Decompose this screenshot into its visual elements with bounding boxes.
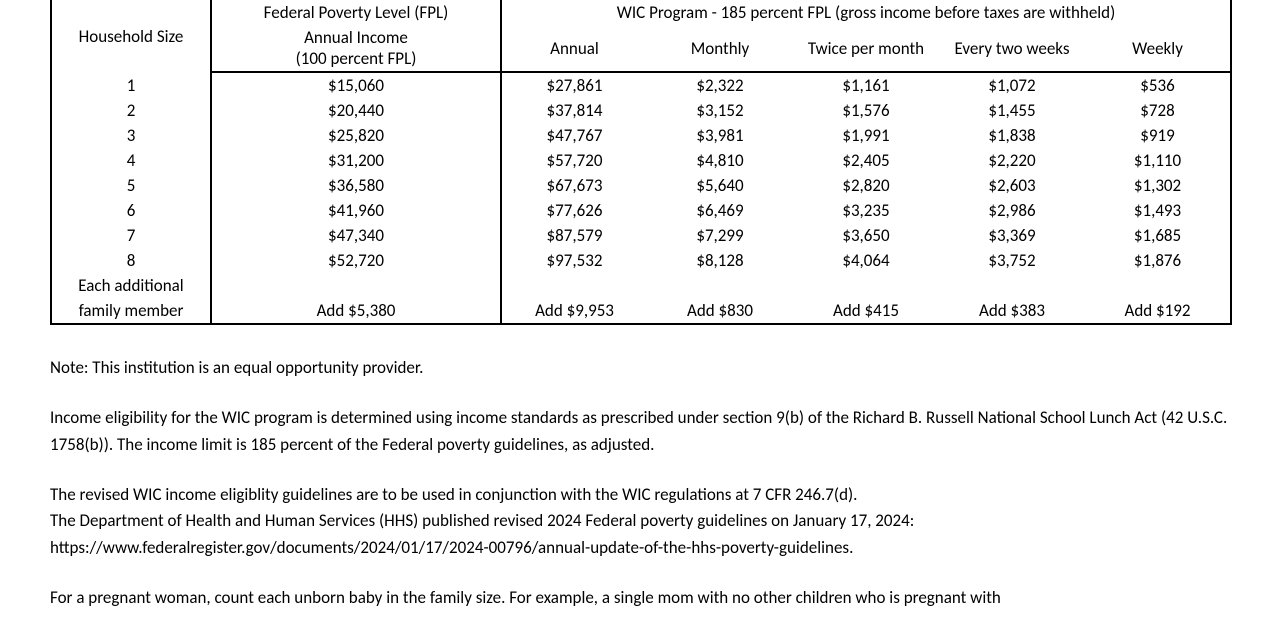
cell-additional-weekly: Add $192 — [1085, 298, 1231, 324]
table-row: 5$36,580$67,673$5,640$2,820$2,603$1,302 — [51, 173, 1231, 198]
cell-wic-weekly: $1,876 — [1085, 248, 1231, 273]
cell-additional-label2: family member — [51, 298, 211, 324]
note-3c: https://www.federalregister.gov/document… — [50, 535, 1230, 561]
col-header-wic-twice: Twice per month — [793, 25, 939, 72]
cell-fpl: $41,960 — [211, 198, 501, 223]
cell-household: 5 — [51, 173, 211, 198]
cell-wic-monthly: $5,640 — [647, 173, 793, 198]
cell-wic-annual: $67,673 — [501, 173, 647, 198]
cell-wic-monthly: $8,128 — [647, 248, 793, 273]
cell-household: 3 — [51, 123, 211, 148]
cell-fpl: $25,820 — [211, 123, 501, 148]
cell-empty — [647, 273, 793, 298]
cell-household: 7 — [51, 223, 211, 248]
cell-fpl: $20,440 — [211, 98, 501, 123]
cell-household: 1 — [51, 72, 211, 98]
cell-wic-annual: $97,532 — [501, 248, 647, 273]
cell-household: 2 — [51, 98, 211, 123]
cell-additional-twice: Add $415 — [793, 298, 939, 324]
col-header-fpl-sub: Annual Income (100 percent FPL) — [211, 25, 501, 72]
cell-wic-annual: $47,767 — [501, 123, 647, 148]
cell-wic-monthly: $4,810 — [647, 148, 793, 173]
fpl-sub1: Annual Income — [218, 27, 494, 48]
cell-wic-annual: $87,579 — [501, 223, 647, 248]
cell-household: 8 — [51, 248, 211, 273]
cell-additional-annual: Add $9,953 — [501, 298, 647, 324]
cell-household: 6 — [51, 198, 211, 223]
fpl-sub2: (100 percent FPL) — [218, 48, 494, 69]
col-header-wic-monthly: Monthly — [647, 25, 793, 72]
cell-additional-label1: Each additional — [51, 273, 211, 298]
cell-wic-annual: $27,861 — [501, 72, 647, 98]
cell-empty — [793, 273, 939, 298]
cell-empty — [939, 273, 1085, 298]
cell-wic-weekly: $536 — [1085, 72, 1231, 98]
cell-fpl: $31,200 — [211, 148, 501, 173]
cell-fpl: $47,340 — [211, 223, 501, 248]
notes-section: Note: This institution is an equal oppor… — [50, 355, 1230, 611]
cell-wic-twice: $1,576 — [793, 98, 939, 123]
note-4: For a pregnant woman, count each unborn … — [50, 585, 1230, 611]
income-table: Household Size Federal Poverty Level (FP… — [50, 0, 1232, 325]
note-2: Income eligibility for the WIC program i… — [50, 405, 1230, 458]
cell-additional-fpl: Add $5,380 — [211, 298, 501, 324]
cell-wic-twice: $2,820 — [793, 173, 939, 198]
cell-empty — [501, 273, 647, 298]
table-row: 4$31,200$57,720$4,810$2,405$2,220$1,110 — [51, 148, 1231, 173]
cell-wic-twice: $1,161 — [793, 72, 939, 98]
cell-wic-biweekly: $2,603 — [939, 173, 1085, 198]
cell-wic-biweekly: $2,986 — [939, 198, 1085, 223]
table-row: 3$25,820$47,767$3,981$1,991$1,838$919 — [51, 123, 1231, 148]
table-row-additional-top: Each additional — [51, 273, 1231, 298]
col-header-wic-title: WIC Program - 185 percent FPL (gross inc… — [501, 0, 1231, 25]
cell-wic-twice: $3,650 — [793, 223, 939, 248]
cell-wic-weekly: $728 — [1085, 98, 1231, 123]
cell-additional-biweekly: Add $383 — [939, 298, 1085, 324]
table-row: 1$15,060$27,861$2,322$1,161$1,072$536 — [51, 72, 1231, 98]
cell-wic-annual: $77,626 — [501, 198, 647, 223]
cell-wic-weekly: $1,110 — [1085, 148, 1231, 173]
cell-empty — [1085, 273, 1231, 298]
note-3a: The revised WIC income eligiblity guidel… — [50, 482, 1230, 508]
cell-wic-monthly: $3,981 — [647, 123, 793, 148]
table-row-additional: family memberAdd $5,380Add $9,953Add $83… — [51, 298, 1231, 324]
cell-household: 4 — [51, 148, 211, 173]
col-header-wic-annual: Annual — [501, 25, 647, 72]
cell-fpl: $36,580 — [211, 173, 501, 198]
table-row: 2$20,440$37,814$3,152$1,576$1,455$728 — [51, 98, 1231, 123]
cell-fpl: $52,720 — [211, 248, 501, 273]
col-header-wic-biweekly: Every two weeks — [939, 25, 1085, 72]
table-row: 7$47,340$87,579$7,299$3,650$3,369$1,685 — [51, 223, 1231, 248]
cell-additional-monthly: Add $830 — [647, 298, 793, 324]
cell-wic-weekly: $1,302 — [1085, 173, 1231, 198]
cell-wic-annual: $37,814 — [501, 98, 647, 123]
cell-wic-biweekly: $3,369 — [939, 223, 1085, 248]
col-header-household: Household Size — [51, 0, 211, 72]
cell-wic-weekly: $1,685 — [1085, 223, 1231, 248]
note-1: Note: This institution is an equal oppor… — [50, 355, 1230, 381]
cell-wic-biweekly: $3,752 — [939, 248, 1085, 273]
table-row: 8$52,720$97,532$8,128$4,064$3,752$1,876 — [51, 248, 1231, 273]
cell-wic-twice: $2,405 — [793, 148, 939, 173]
cell-wic-biweekly: $2,220 — [939, 148, 1085, 173]
cell-wic-monthly: $7,299 — [647, 223, 793, 248]
cell-wic-biweekly: $1,455 — [939, 98, 1085, 123]
col-header-fpl-title: Federal Poverty Level (FPL) — [211, 0, 501, 25]
cell-wic-weekly: $1,493 — [1085, 198, 1231, 223]
cell-wic-biweekly: $1,838 — [939, 123, 1085, 148]
note-3b: The Department of Health and Human Servi… — [50, 508, 1230, 534]
cell-wic-weekly: $919 — [1085, 123, 1231, 148]
cell-wic-monthly: $3,152 — [647, 98, 793, 123]
cell-wic-monthly: $6,469 — [647, 198, 793, 223]
cell-wic-twice: $3,235 — [793, 198, 939, 223]
cell-wic-twice: $4,064 — [793, 248, 939, 273]
cell-wic-twice: $1,991 — [793, 123, 939, 148]
cell-wic-annual: $57,720 — [501, 148, 647, 173]
cell-wic-monthly: $2,322 — [647, 72, 793, 98]
col-header-wic-weekly: Weekly — [1085, 25, 1231, 72]
table-row: 6$41,960$77,626$6,469$3,235$2,986$1,493 — [51, 198, 1231, 223]
cell-fpl: $15,060 — [211, 72, 501, 98]
cell-wic-biweekly: $1,072 — [939, 72, 1085, 98]
cell-empty — [211, 273, 501, 298]
